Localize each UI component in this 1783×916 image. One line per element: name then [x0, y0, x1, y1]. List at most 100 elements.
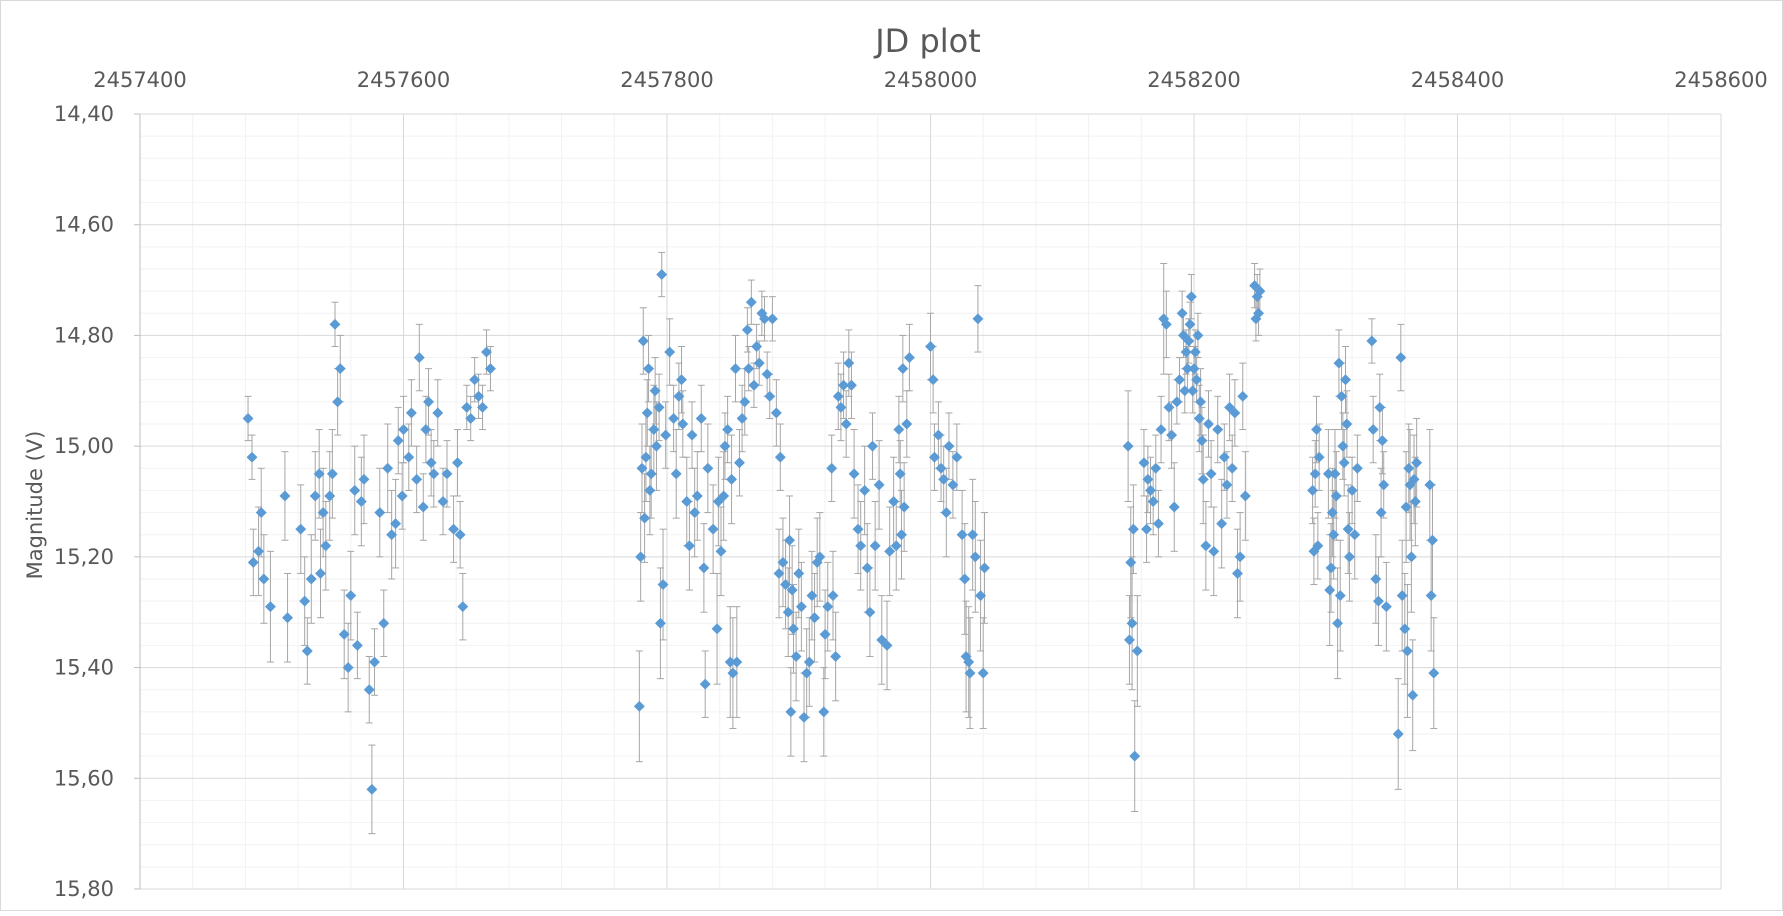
data-point	[454, 529, 466, 541]
data-point	[1366, 335, 1378, 347]
data-point	[928, 451, 941, 463]
data-point	[753, 357, 765, 369]
data-point	[801, 667, 813, 679]
data-point	[390, 518, 402, 530]
data-point	[1177, 329, 1190, 341]
data-point	[751, 340, 763, 353]
data-point	[329, 318, 341, 330]
data-point	[670, 468, 682, 480]
data-point	[422, 396, 435, 408]
data-point	[798, 711, 810, 723]
data-point	[780, 578, 792, 591]
data-point	[345, 590, 357, 602]
data-point	[893, 423, 905, 436]
x-tick-label: 2458200	[1147, 68, 1241, 92]
data-point	[1152, 518, 1164, 530]
data-point	[358, 473, 370, 485]
data-point	[940, 507, 952, 519]
data-point	[653, 401, 665, 413]
data-point	[1189, 346, 1201, 358]
data-point	[1216, 518, 1228, 530]
data-point	[861, 562, 873, 574]
data-point	[1339, 374, 1352, 386]
data-point	[938, 473, 950, 485]
data-point	[1336, 390, 1348, 402]
y-tick-label: 15,40	[54, 656, 114, 680]
data-point	[378, 617, 390, 629]
data-point	[461, 401, 473, 413]
data-point	[420, 423, 432, 436]
data-point	[326, 468, 338, 480]
data-point	[1173, 374, 1186, 386]
data-point	[1224, 401, 1236, 413]
data-point	[787, 623, 800, 635]
data-point	[803, 656, 815, 668]
data-point	[890, 540, 902, 552]
data-point	[1426, 534, 1439, 546]
data-point	[355, 495, 367, 508]
data-point	[1310, 423, 1323, 436]
data-point	[884, 545, 896, 557]
data-point	[935, 462, 947, 474]
data-point	[766, 313, 778, 325]
data-point	[978, 562, 991, 574]
data-point	[822, 601, 834, 613]
data-point	[927, 374, 939, 386]
data-point	[246, 451, 258, 463]
data-point	[1221, 479, 1233, 491]
data-point	[664, 346, 676, 358]
data-point	[1131, 645, 1143, 657]
data-point	[731, 656, 743, 668]
data-point	[1333, 357, 1345, 369]
data-point	[320, 540, 332, 552]
data-point	[1367, 423, 1379, 436]
data-point	[1337, 440, 1349, 452]
data-point	[1341, 418, 1353, 430]
data-point	[242, 412, 254, 425]
x-tick-label: 2457600	[357, 68, 451, 92]
axis-lines	[134, 113, 1721, 890]
data-point	[843, 357, 855, 369]
data-point	[1312, 540, 1324, 552]
data-point	[736, 412, 748, 425]
data-point	[963, 656, 975, 668]
y-tick-label: 15,80	[54, 877, 114, 901]
data-point	[363, 684, 375, 696]
data-point	[852, 523, 864, 535]
data-point	[786, 584, 798, 596]
data-point	[1129, 750, 1141, 762]
data-point	[897, 363, 909, 375]
data-point	[295, 523, 307, 535]
data-point	[1392, 728, 1404, 740]
data-point	[386, 529, 398, 541]
x-axis-ticks: 2457400 2457600 2457800 2458000 2458200 24584…	[93, 68, 1768, 92]
data-point	[1428, 667, 1440, 679]
data-point	[264, 601, 276, 613]
data-point	[827, 590, 839, 602]
data-point	[1328, 529, 1340, 541]
data-point	[770, 407, 782, 419]
data-point	[1343, 551, 1356, 563]
data-point	[894, 468, 906, 480]
data-point	[448, 523, 460, 535]
data-point	[1166, 429, 1178, 441]
data-point	[643, 363, 655, 375]
data-point	[1155, 423, 1167, 436]
data-point	[924, 340, 937, 353]
data-point	[366, 783, 378, 795]
data-point	[1234, 551, 1246, 563]
data-point	[374, 507, 386, 519]
data-point	[1196, 435, 1208, 447]
data-point	[729, 363, 742, 375]
data-point	[733, 457, 746, 469]
data-point	[689, 507, 701, 519]
data-point	[809, 612, 821, 624]
data-point	[1370, 573, 1382, 585]
data-point	[1192, 329, 1204, 341]
data-point	[1396, 590, 1408, 602]
data-point	[1376, 435, 1388, 447]
data-point	[1237, 390, 1249, 402]
data-point	[314, 567, 327, 580]
data-point	[774, 451, 786, 463]
